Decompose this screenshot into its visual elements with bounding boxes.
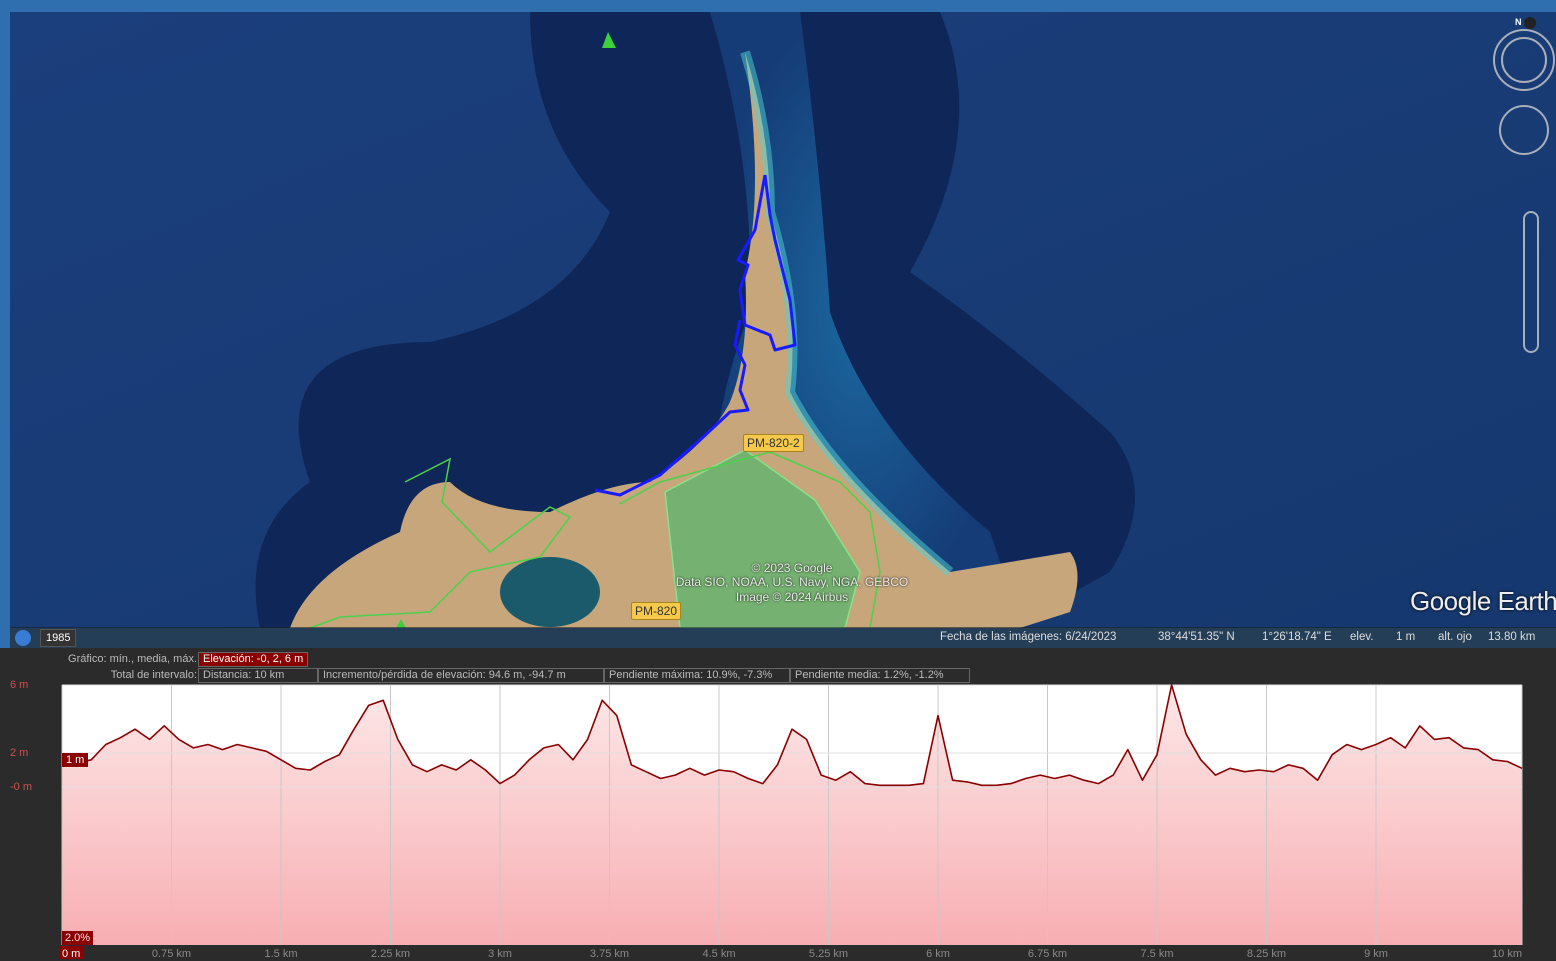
cursor-elevation: 1 m	[62, 753, 89, 767]
max-slope[interactable]: Pendiente máxima: 10.9%, -7.3%	[604, 668, 790, 683]
y-tick-label: -0 m	[10, 781, 32, 793]
x-tick-label: 6 km	[926, 948, 950, 960]
compass-north-label: N	[1515, 17, 1522, 27]
eye-altitude-label: alt. ojo	[1438, 631, 1472, 643]
x-tick-label: 5.25 km	[809, 948, 848, 960]
range-label: Total de intervalo:	[110, 669, 197, 681]
elevation-gain-loss[interactable]: Incremento/pérdida de elevación: 94.6 m,…	[318, 668, 604, 683]
y-tick-label: 2 m	[10, 747, 28, 759]
elevation-profile-panel: 0 m 0.75 km 1.5 km 2.25 km 3 km 3.75 km 4.5 km…	[0, 648, 1556, 961]
graph-label: Gráfico: mín., media, máx.	[68, 653, 197, 665]
placemark-icon[interactable]	[394, 619, 408, 628]
map-attribution: © 2023 Google	[751, 561, 833, 575]
route-path[interactable]	[594, 174, 797, 497]
map-attribution: Data SIO, NOAA, U.S. Navy, NGA, GEBCO	[675, 575, 909, 589]
historical-imagery-button[interactable]	[15, 630, 31, 646]
eye-altitude-value: 13.80 km	[1488, 631, 1536, 643]
x-tick-label-bg	[60, 946, 84, 959]
satellite-map[interactable]	[10, 12, 1556, 628]
protected-area-outline	[619, 451, 881, 628]
x-tick-label: 3 km	[488, 948, 512, 960]
protected-area-outline	[309, 457, 572, 628]
cursor-slope: 2.0%	[62, 931, 94, 945]
x-tick-label: 6.75 km	[1028, 948, 1067, 960]
navigation-controls[interactable]	[1493, 29, 1555, 353]
placemark-icon[interactable]	[602, 32, 616, 48]
x-tick-label: 8.25 km	[1247, 948, 1286, 960]
x-tick-label: 0.75 km	[152, 948, 191, 960]
longitude: 1°26'18.74" E	[1262, 631, 1332, 643]
map-attribution: Image © 2024 Airbus	[735, 590, 849, 604]
compass-north[interactable]	[1524, 17, 1536, 29]
elevation-label: elev.	[1350, 631, 1374, 643]
elevation-chart[interactable]: 0 m 0.75 km 1.5 km 2.25 km 3 km 3.75 km 4.5 km…	[0, 648, 1556, 961]
y-tick-label: 6 m	[10, 679, 28, 691]
x-tick-label: 1.5 km	[264, 948, 297, 960]
lagoon	[500, 557, 600, 627]
x-tick-label: 7.5 km	[1140, 948, 1173, 960]
elevation-value: 1 m	[1396, 631, 1416, 643]
status-bar	[10, 627, 1556, 648]
x-tick-label: 4.5 km	[702, 948, 735, 960]
imagery-date: Fecha de las imágenes: 6/24/2023	[940, 631, 1117, 643]
distance[interactable]: Distancia: 10 km	[198, 668, 318, 683]
road-label: PM-820	[631, 602, 682, 620]
x-tick-label: 3.75 km	[590, 948, 629, 960]
x-tick-label: 10 km	[1492, 948, 1522, 960]
x-tick-label: 0 m	[62, 948, 80, 960]
elevation-summary[interactable]: Elevación: -0, 2, 6 m	[198, 652, 309, 667]
x-tick-label: 2.25 km	[371, 948, 410, 960]
road-label: PM-820-2	[743, 434, 804, 452]
x-tick-label: 9 km	[1364, 948, 1388, 960]
avg-slope[interactable]: Pendiente media: 1.2%, -1.2%	[790, 668, 970, 683]
profile-line	[61, 684, 1523, 787]
latitude: 38°44'51.35" N	[1158, 631, 1235, 643]
historical-year[interactable]: 1985	[40, 629, 77, 647]
brand-logo: Google Earth	[1410, 586, 1556, 616]
